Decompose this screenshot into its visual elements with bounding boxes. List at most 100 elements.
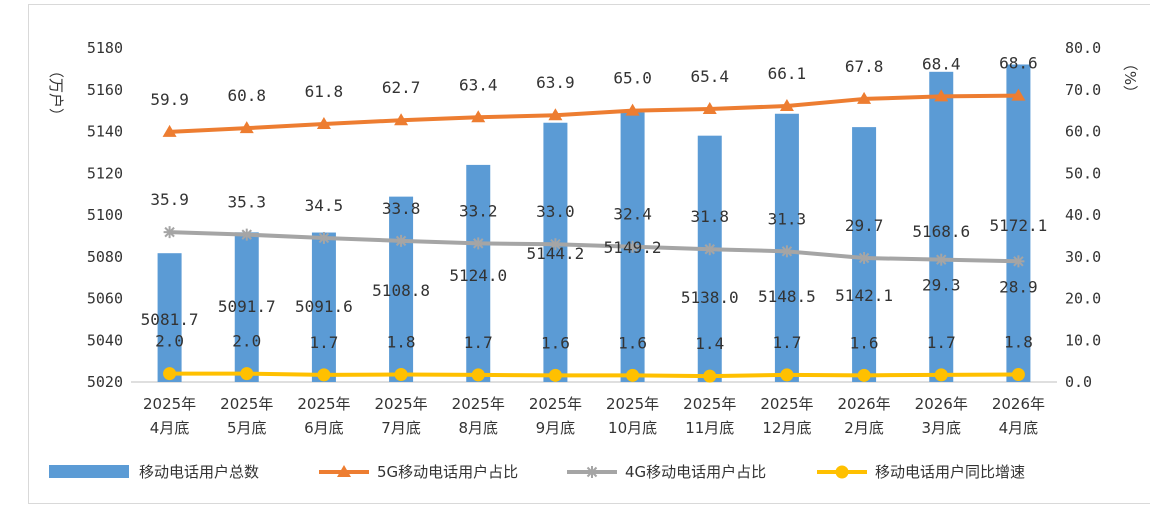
- data-label-total: 5172.1: [990, 216, 1048, 235]
- y-right-tick-label: 60.0: [1065, 123, 1101, 141]
- line-5g-share-marker: [316, 116, 331, 129]
- y-left-tick-label: 5080: [87, 248, 123, 266]
- y-right-tick-label: 70.0: [1065, 81, 1101, 99]
- data-label-4g: 35.3: [227, 193, 266, 212]
- data-label-growth: 1.4: [695, 334, 724, 353]
- y-left-tick-label: 5180: [87, 39, 123, 57]
- data-label-5g: 66.1: [768, 64, 807, 83]
- line-5g-share-marker: [625, 103, 640, 116]
- line-4g-share-marker: [163, 226, 176, 239]
- line-5g-share-marker: [934, 89, 949, 102]
- legend-marker: [835, 465, 849, 479]
- line-4g-share-marker: [395, 234, 408, 247]
- y-left-tick-label: 5140: [87, 123, 123, 141]
- line-4g-share-marker: [317, 231, 330, 244]
- data-label-5g: 60.8: [227, 86, 266, 105]
- data-label-4g: 33.0: [536, 202, 575, 221]
- line-4g-share-marker: [626, 240, 639, 253]
- legend-label: 移动电话用户总数: [139, 463, 259, 481]
- y-right-unit: （%）: [1121, 56, 1139, 100]
- line-4g-share-marker: [1012, 255, 1025, 268]
- data-label-growth: 1.6: [618, 333, 647, 352]
- x-category-label: 2025年: [220, 395, 273, 413]
- x-category-label: 2025年: [143, 395, 196, 413]
- bar-total-users: [389, 196, 414, 382]
- y-left-tick-label: 5040: [87, 331, 123, 349]
- line-yoy-growth-marker: [857, 368, 871, 382]
- data-label-5g: 63.9: [536, 73, 575, 92]
- bar-total-users: [543, 122, 568, 383]
- line-4g-share-marker: [549, 238, 562, 251]
- data-label-4g: 29.7: [845, 216, 884, 235]
- x-category-label: 2026年: [837, 395, 890, 413]
- bar-total-users: [311, 232, 336, 382]
- line-yoy-growth-marker: [163, 367, 177, 381]
- line-5g-share-marker: [548, 108, 563, 121]
- data-label-growth: 1.6: [541, 333, 570, 352]
- data-label-total: 5108.8: [372, 281, 430, 300]
- y-right-tick-label: 10.0: [1065, 331, 1101, 349]
- line-5g-share-marker: [779, 99, 794, 112]
- data-label-total: 5144.2: [527, 244, 585, 263]
- data-label-growth: 1.7: [927, 333, 956, 352]
- line-yoy-growth-marker: [548, 368, 562, 382]
- x-category-label: 10月底: [608, 419, 657, 437]
- x-category-label: 5月底: [227, 419, 267, 437]
- line-5g-share-marker: [471, 110, 486, 123]
- y-right-tick-label: 0.0: [1065, 373, 1092, 391]
- line-yoy-growth-marker: [317, 368, 331, 382]
- data-label-4g: 33.2: [459, 201, 498, 220]
- x-category-label: 2月底: [844, 419, 884, 437]
- line-yoy-growth-marker: [240, 367, 254, 381]
- line-5g-share-marker: [162, 124, 177, 137]
- bar-total-users: [234, 232, 259, 382]
- bar-total-users: [157, 253, 182, 382]
- y-right-tick-label: 40.0: [1065, 206, 1101, 224]
- line-5g-share-marker: [857, 91, 872, 104]
- x-category-label: 2025年: [374, 395, 427, 413]
- data-label-growth: 1.6: [850, 333, 879, 352]
- data-label-5g: 67.8: [845, 57, 884, 76]
- line-4g-share-marker: [240, 228, 253, 241]
- data-label-total: 5091.7: [218, 297, 276, 316]
- x-category-label: 8月底: [458, 419, 498, 437]
- legend-swatch-bar: [49, 465, 129, 478]
- y-right-tick-label: 30.0: [1065, 248, 1101, 266]
- line-4g-share: [169, 230, 1019, 264]
- line-5g-share-marker: [1011, 88, 1026, 101]
- line-5g-share: [169, 93, 1019, 134]
- data-label-5g: 61.8: [305, 82, 344, 101]
- chart-frame: 5020 5040 5060 5080 5100 5120 5140 5160 5180 0.0 1…: [28, 4, 1150, 504]
- x-category-label: 2025年: [760, 395, 813, 413]
- x-category-label: 2025年: [683, 395, 736, 413]
- line-5g-share-marker: [702, 101, 717, 114]
- legend-label: 5G移动电话用户占比: [377, 463, 518, 481]
- x-category-label: 3月底: [921, 419, 961, 437]
- data-label-5g: 62.7: [382, 78, 421, 97]
- data-label-total: 5168.6: [912, 222, 970, 241]
- data-label-total: 5142.1: [835, 286, 893, 305]
- y-left-tick-label: 5100: [87, 206, 123, 224]
- line-yoy-growth-marker: [471, 368, 485, 382]
- data-label-4g: 33.8: [382, 199, 421, 218]
- x-category-label: 2025年: [529, 395, 582, 413]
- data-label-5g: 65.4: [690, 67, 729, 86]
- x-category-label: 11月底: [685, 419, 734, 437]
- y-right-tick-label: 20.0: [1065, 290, 1101, 308]
- data-label-growth: 2.0: [155, 332, 184, 351]
- y-left-tick-label: 5020: [87, 373, 123, 391]
- y-right-tick-label: 80.0: [1065, 39, 1101, 57]
- data-label-growth: 1.7: [772, 333, 801, 352]
- data-label-5g: 59.9: [150, 90, 189, 109]
- y-left-unit: （万户）: [47, 63, 65, 123]
- data-label-5g: 65.0: [613, 69, 652, 88]
- data-label-4g: 34.5: [305, 196, 344, 215]
- line-4g-share-marker: [703, 243, 716, 256]
- x-category-label: 7月底: [381, 419, 421, 437]
- data-label-4g: 31.8: [690, 207, 729, 226]
- legend-marker: [337, 465, 351, 477]
- x-category-label: 2026年: [915, 395, 968, 413]
- x-category-label: 2025年: [297, 395, 350, 413]
- data-label-total: 5091.6: [295, 297, 353, 316]
- x-category-label: 2026年: [992, 395, 1045, 413]
